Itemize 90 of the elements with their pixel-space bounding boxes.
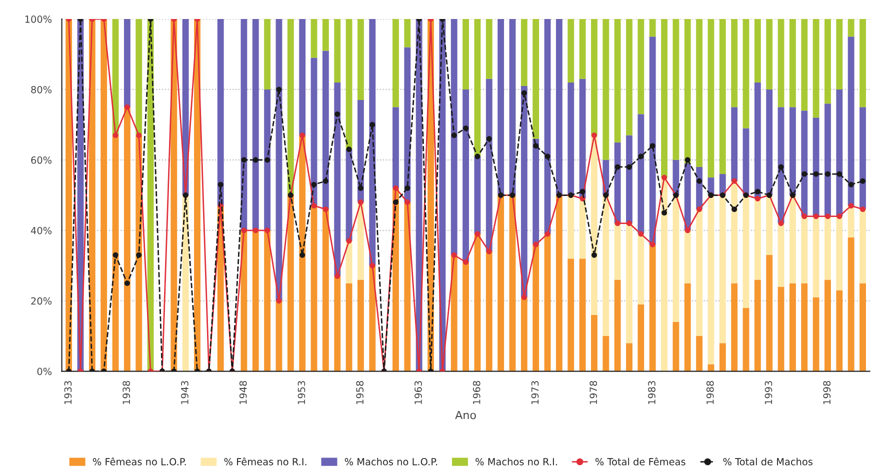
bar [731,283,738,372]
y-tick-label: 20% [31,297,52,305]
bar [848,237,854,372]
x-tick-label: 1973 [531,381,539,404]
bar [357,280,364,372]
bar [824,19,831,104]
bar [602,336,610,372]
bar [392,19,399,108]
bar [602,19,610,160]
x-tick-label: 1943 [181,381,188,404]
bar [684,19,691,164]
bar [778,19,784,108]
bar [766,255,773,372]
bar [812,297,820,372]
bar [801,283,808,372]
bar [742,308,750,372]
bar [486,19,492,79]
x-tick-label: 1998 [823,380,831,404]
x-tick-label: 1958 [356,380,364,404]
bar [66,19,72,372]
y-tick-label: 40% [30,226,52,234]
x-tick-label: 1948 [239,380,247,404]
bar [579,258,586,372]
bar [766,19,773,90]
bar [754,280,761,372]
legend-label: % Machos no R.I. [476,458,557,466]
bar [754,19,761,82]
bar [836,290,843,372]
bar [626,343,632,372]
bar [789,19,796,108]
y-tick-label: 100% [25,16,52,23]
x-tick-label: 1978 [590,380,598,404]
x-tick-label: 1938 [122,380,130,404]
bar [404,19,411,48]
bar [591,314,598,372]
y-tick-label: 80% [31,86,52,94]
legend-label: % Machos no L.O.P. [344,458,438,466]
legend-label: % Fêmeas no L.O.P. [92,457,186,466]
bar [568,19,574,82]
bar [568,258,574,372]
bar [649,19,656,37]
y-tick-label: 0% [37,368,52,376]
bar [100,19,108,372]
x-tick-label: 1993 [764,381,772,404]
bar [684,283,691,372]
bar [532,19,540,139]
bar [672,19,680,160]
x-tick-label: 1983 [648,381,656,404]
legend-label: % Fêmeas no R.I. [224,457,306,466]
bar [801,19,808,111]
bar [696,19,703,167]
bar [778,286,784,372]
bar [731,19,738,108]
bar [742,19,750,128]
bar [614,280,621,372]
bar [579,19,586,79]
bar [836,19,843,90]
bar [334,19,341,82]
bar [860,19,866,108]
bar [614,19,621,142]
x-tick-label: 1988 [706,380,714,404]
y-tick-label: 60% [31,156,52,164]
bar [848,19,854,37]
bar [357,19,364,100]
bar [346,283,352,372]
bar [719,19,726,174]
bar [708,19,714,178]
x-tick-label: 1933 [64,381,72,404]
bar [719,343,726,372]
bar [638,19,644,114]
bar [310,19,318,58]
bar [824,280,831,372]
bar [322,19,329,51]
bar [696,336,703,372]
legend-label: % Total de Fêmeas [595,457,686,466]
bar [860,283,866,372]
bar [638,304,644,372]
x-tick-label: 1968 [472,380,480,404]
bar [672,322,680,372]
x-tick-label: 1953 [298,381,306,404]
legend-label: % Total de Machos [723,458,812,466]
bar [812,19,820,118]
bar [462,19,469,90]
bar [520,19,528,86]
bar [264,19,271,90]
bar [626,19,632,136]
bar [88,19,96,372]
x-tick-label: 1963 [414,381,422,404]
x-axis-title: Ano [455,410,476,420]
bar [789,283,796,372]
